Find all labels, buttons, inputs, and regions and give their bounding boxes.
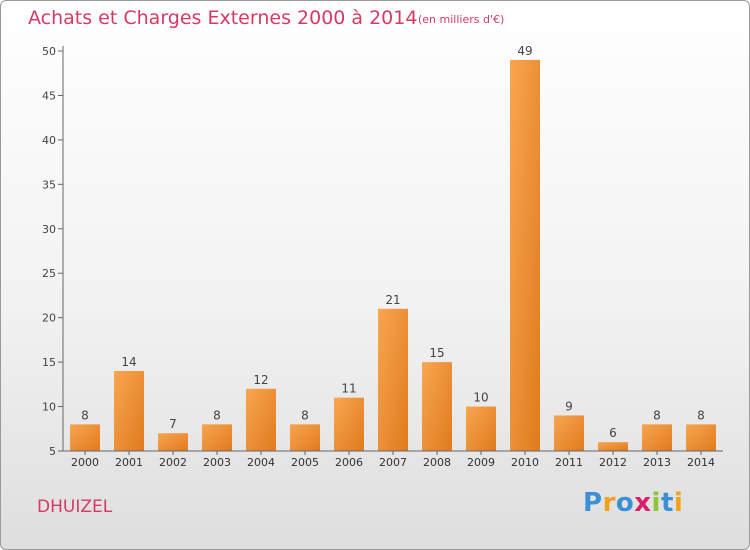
bar-2012 <box>598 442 628 451</box>
y-tick-label: 45 <box>42 89 56 102</box>
bar-2001 <box>114 371 144 451</box>
data-label-2011: 9 <box>565 399 573 413</box>
logo-letter: i <box>673 488 684 518</box>
data-label-2006: 11 <box>341 382 356 396</box>
logo-letter: x <box>634 488 652 518</box>
logo-letter: i <box>651 488 661 518</box>
y-tick-label: 40 <box>42 134 56 147</box>
bar-2014 <box>686 424 716 451</box>
x-tick-label-2010: 2010 <box>511 456 539 469</box>
y-tick-label: 30 <box>42 223 56 236</box>
bar-2002 <box>158 433 188 451</box>
place-name: DHUIZEL <box>37 497 113 517</box>
data-label-2004: 12 <box>253 373 268 387</box>
y-tick-label: 25 <box>42 267 56 280</box>
y-tick-label: 15 <box>42 356 56 369</box>
x-tick-label-2012: 2012 <box>599 456 627 469</box>
bar-2003 <box>202 424 232 451</box>
x-tick-label-2005: 2005 <box>291 456 319 469</box>
x-tick-label-2014: 2014 <box>687 456 715 469</box>
data-label-2003: 8 <box>213 408 221 422</box>
y-tick-label: 10 <box>42 401 56 414</box>
x-tick-label-2004: 2004 <box>247 456 275 469</box>
bar-2006 <box>334 397 364 451</box>
x-tick-label-2006: 2006 <box>335 456 363 469</box>
bar-2004 <box>246 388 276 451</box>
logo-letter: P <box>583 488 603 518</box>
axes: 5 10 15 20 25 30 35 40 45 50 2000 2001 2002 2003 2004 2… <box>42 45 723 469</box>
bar-2007 <box>378 308 408 451</box>
data-label-2002: 7 <box>169 417 177 431</box>
chart-title: Achats et Charges Externes 2000 à 2014 <box>28 7 418 29</box>
data-label-2005: 8 <box>301 408 309 422</box>
x-tick-label-2007: 2007 <box>379 456 407 469</box>
y-tick-label: 50 <box>42 45 56 58</box>
data-label-2012: 6 <box>609 426 617 440</box>
bar-2011 <box>554 415 584 451</box>
proxiti-logo: Proxiti <box>583 488 683 518</box>
bar-2009 <box>466 406 496 451</box>
chart-unit: (en milliers d'€) <box>418 13 505 26</box>
data-label-2007: 21 <box>385 293 400 307</box>
logo-letter: o <box>615 488 635 518</box>
x-tick-label-2011: 2011 <box>555 456 583 469</box>
bar-2013 <box>642 424 672 451</box>
data-label-2009: 10 <box>473 391 488 405</box>
data-label-2013: 8 <box>653 408 661 422</box>
x-tick-label-2009: 2009 <box>467 456 495 469</box>
bar-2010 <box>510 59 540 452</box>
x-tick-label-2002: 2002 <box>159 456 187 469</box>
x-tick-label-2003: 2003 <box>203 456 231 469</box>
data-label-2014: 8 <box>697 408 705 422</box>
y-tick-label: 35 <box>42 178 56 191</box>
bar-2000 <box>70 424 100 451</box>
bar-2008 <box>422 362 452 451</box>
bar-2005 <box>290 424 320 451</box>
data-label-2000: 8 <box>81 408 89 422</box>
bar-series: 8 14 7 8 12 8 11 21 15 10 49 9 6 8 8 <box>70 44 716 452</box>
data-label-2001: 14 <box>121 355 136 369</box>
data-label-2010: 49 <box>517 44 532 58</box>
y-tick-label: 20 <box>42 312 56 325</box>
y-tick-label: 5 <box>49 445 56 458</box>
x-tick-label-2001: 2001 <box>115 456 143 469</box>
data-label-2008: 15 <box>429 346 444 360</box>
logo-letter: t <box>660 488 674 518</box>
logo-letter: r <box>602 488 616 518</box>
x-tick-label-2013: 2013 <box>643 456 671 469</box>
x-tick-label-2000: 2000 <box>71 456 99 469</box>
x-tick-label-2008: 2008 <box>423 456 451 469</box>
